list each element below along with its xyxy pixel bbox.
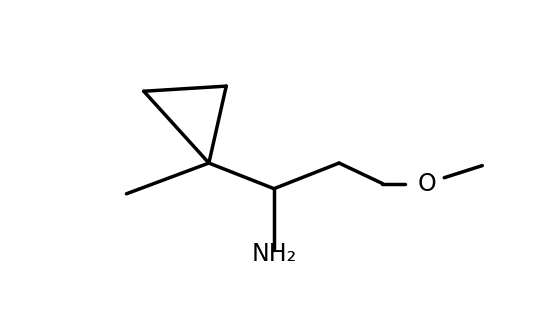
- Text: O: O: [417, 171, 436, 195]
- Text: NH₂: NH₂: [251, 242, 297, 266]
